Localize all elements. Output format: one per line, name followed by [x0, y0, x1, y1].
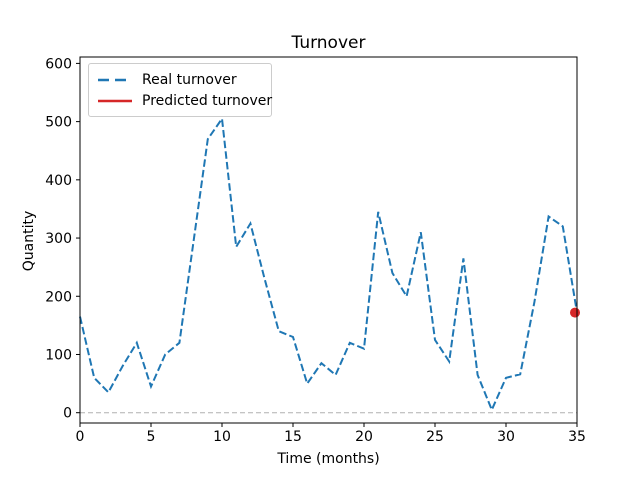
legend-label-predicted: Predicted turnover: [142, 92, 273, 109]
y-tick-label: 500: [45, 115, 72, 131]
plot-border: [79, 56, 578, 424]
x-tick-label: 5: [147, 429, 156, 445]
x-tick-label: 20: [355, 429, 373, 445]
x-tick-label: 35: [568, 429, 586, 445]
y-tick-label: 400: [45, 173, 72, 189]
x-tick-label: 0: [76, 429, 85, 445]
x-tick-label: 30: [497, 429, 515, 445]
legend-entry-predicted: Predicted turnover: [97, 90, 272, 111]
y-axis-label: Quantity: [21, 210, 37, 272]
y-tick-label: 200: [45, 289, 72, 305]
x-tick-label: 15: [284, 429, 302, 445]
legend-label-real: Real turnover: [142, 71, 237, 88]
predicted-turnover-point: [570, 307, 580, 318]
solid-line-icon: [98, 99, 132, 102]
y-tick-label: 0: [63, 406, 72, 422]
real-turnover-line: [79, 115, 578, 413]
legend: Real turnover Predicted turnover: [88, 63, 272, 117]
dashed-line-icon: [98, 78, 132, 81]
y-tick-label: 300: [45, 231, 72, 247]
y-tick-label: 100: [45, 347, 72, 363]
x-tick-label: 25: [426, 429, 444, 445]
legend-entry-real: Real turnover: [97, 69, 261, 90]
x-axis-label: Time (months): [277, 451, 380, 467]
chart-title: Turnover: [291, 33, 366, 53]
y-tick-label: 600: [45, 56, 72, 72]
x-tick-label: 10: [213, 429, 231, 445]
